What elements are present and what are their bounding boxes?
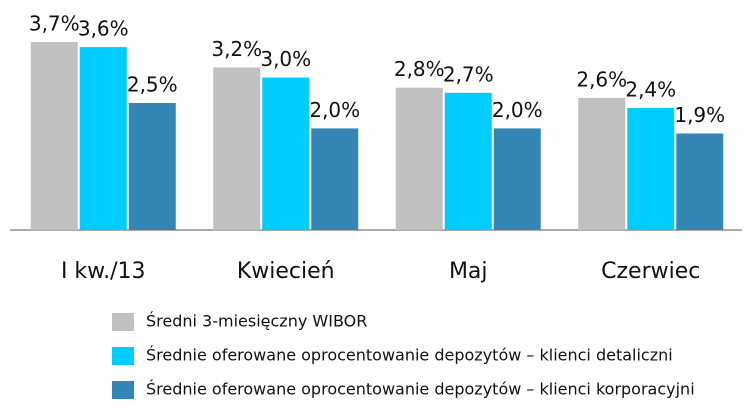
legend-swatch: [112, 381, 134, 399]
bar: [627, 108, 675, 230]
bar: [262, 77, 310, 230]
bar: [30, 42, 78, 230]
value-label: 3,0%: [260, 47, 311, 71]
bar: [395, 87, 443, 230]
bar: [676, 133, 724, 230]
x-tick-label: I kw./13: [61, 259, 146, 284]
value-label: 2,7%: [443, 62, 494, 86]
x-tick-label: Czerwiec: [601, 259, 700, 284]
bar: [493, 128, 541, 230]
legend-swatch: [112, 347, 134, 365]
value-label: 2,8%: [394, 57, 445, 81]
value-label: 3,6%: [78, 17, 129, 41]
bar: [213, 67, 261, 231]
value-label: 2,6%: [576, 67, 627, 91]
legend-label: Średnie oferowane oprocentowanie depozyt…: [146, 346, 673, 365]
bar: [311, 128, 359, 230]
legend-swatch: [112, 313, 134, 331]
value-label: 3,2%: [211, 37, 262, 61]
legend-label: Średni 3-miesięczny WIBOR: [146, 312, 367, 331]
x-tick-label: Kwiecień: [237, 259, 335, 284]
bar: [79, 47, 127, 230]
value-label: 1,9%: [674, 103, 725, 127]
bar: [578, 97, 626, 230]
bar: [444, 92, 492, 230]
value-label: 2,4%: [625, 78, 676, 102]
value-label: 2,0%: [309, 98, 360, 122]
value-label: 3,7%: [29, 12, 80, 36]
bar: [128, 102, 176, 230]
legend-label: Średnie oferowane oprocentowanie depozyt…: [146, 380, 695, 399]
x-tick-label: Maj: [449, 259, 488, 284]
value-label: 2,5%: [127, 72, 178, 96]
value-label: 2,0%: [492, 98, 543, 122]
